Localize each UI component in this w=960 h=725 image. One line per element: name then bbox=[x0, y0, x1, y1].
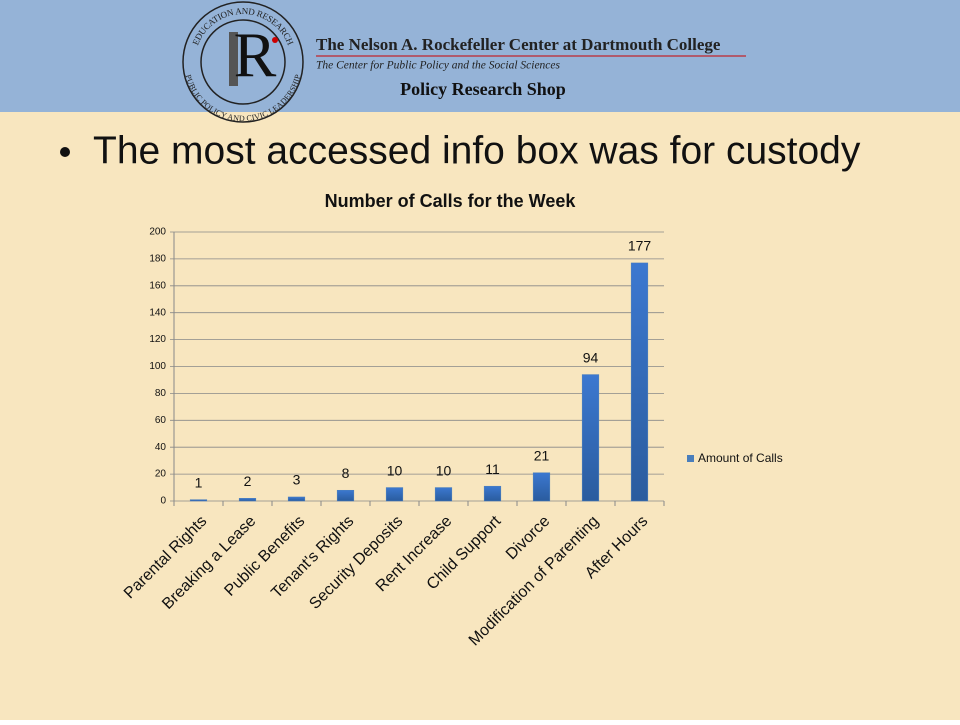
bar bbox=[238, 498, 257, 502]
data-label: 177 bbox=[628, 238, 652, 254]
y-tick-label: 180 bbox=[149, 254, 166, 265]
chart-title: Number of Calls for the Week bbox=[325, 191, 577, 211]
y-tick-label: 0 bbox=[160, 496, 166, 507]
y-tick-label: 40 bbox=[155, 442, 167, 453]
y-tick-label: 200 bbox=[149, 227, 166, 238]
legend-swatch bbox=[687, 455, 694, 462]
logo-ring bbox=[182, 1, 304, 123]
bullet-dot bbox=[60, 147, 70, 157]
y-tick-label: 20 bbox=[155, 469, 167, 480]
y-tick-label: 100 bbox=[149, 361, 166, 372]
y-tick-label: 120 bbox=[149, 334, 166, 345]
logo-inner-ring bbox=[200, 19, 286, 105]
data-label: 3 bbox=[293, 472, 301, 488]
logo-dot bbox=[272, 37, 278, 43]
bar bbox=[434, 487, 453, 502]
bar bbox=[385, 487, 404, 502]
bar bbox=[532, 472, 551, 502]
data-label: 94 bbox=[583, 349, 599, 365]
bar bbox=[287, 496, 306, 502]
data-label: 1 bbox=[195, 474, 203, 490]
shop-name: Policy Research Shop bbox=[400, 79, 566, 99]
legend-label: Amount of Calls bbox=[698, 451, 783, 465]
bar bbox=[189, 499, 208, 502]
y-tick-label: 140 bbox=[149, 307, 166, 318]
y-tick-label: 80 bbox=[155, 388, 167, 399]
bar bbox=[336, 489, 355, 502]
logo-letter: R bbox=[234, 20, 277, 91]
data-label: 10 bbox=[436, 462, 452, 478]
tagline: The Center for Public Policy and the Soc… bbox=[316, 60, 561, 72]
y-tick-label: 160 bbox=[149, 280, 166, 291]
data-label: 21 bbox=[534, 447, 550, 463]
logo-column bbox=[229, 32, 238, 86]
bar bbox=[483, 485, 502, 502]
y-tick-label: 60 bbox=[155, 415, 167, 426]
data-label: 8 bbox=[342, 465, 350, 481]
bar bbox=[581, 374, 600, 502]
bar bbox=[630, 262, 649, 502]
bullet-text: The most accessed info box was for custo… bbox=[93, 129, 861, 172]
data-label: 10 bbox=[387, 462, 403, 478]
data-label: 2 bbox=[244, 473, 252, 489]
institution: The Nelson A. Rockefeller Center at Dart… bbox=[316, 35, 721, 54]
data-label: 11 bbox=[485, 461, 500, 477]
